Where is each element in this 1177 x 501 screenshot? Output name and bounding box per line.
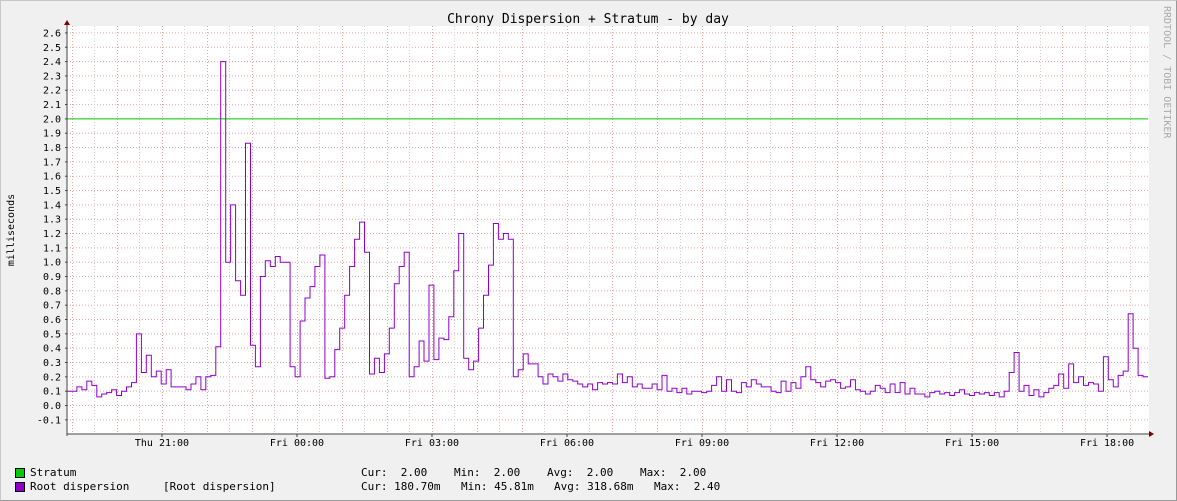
legend-max-stratum: Max: 2.00 [640,466,707,479]
legend-cur-root-dispersion: Cur: 180.70m [361,480,441,493]
legend-max-root-dispersion: Max: 2.40 [654,480,721,493]
x-tick-label: Fri 12:00 [810,438,864,449]
y-tick-label: 1.7 [43,157,61,168]
y-tick-label: 2.3 [43,71,61,82]
y-tick-label: 2.6 [43,28,61,39]
x-tick-label: Fri 18:00 [1080,438,1134,449]
legend-swatch-root-dispersion [15,482,25,492]
legend-name-stratum: Stratum [30,466,77,479]
y-tick-label: 0.7 [43,301,61,312]
series-line-root-dispersion [67,61,1148,398]
legend-cur-stratum: Cur: 2.00 [361,466,428,479]
x-tick-label: Fri 15:00 [945,438,999,449]
x-tick-label: Fri 03:00 [405,438,459,449]
axes [64,20,1154,437]
x-tick-label: Fri 00:00 [270,438,324,449]
plot-area [67,26,1149,434]
y-tick-label: 1.0 [43,258,61,269]
y-tick-label: 0.0 [43,401,61,412]
y-tick-label: 0.5 [43,329,61,340]
legend-min-stratum: Min: 2.00 [454,466,521,479]
y-tick-label: 1.3 [43,215,61,226]
y-tick-label: 2.1 [43,100,61,111]
y-tick-label: 1.8 [43,143,61,154]
y-tick-label: 2.4 [43,57,61,68]
y-tick-label: 1.2 [43,229,61,240]
legend-avg-stratum: Avg: 2.00 [547,466,614,479]
legend-avg-root-dispersion: Avg: 318.68m [554,480,634,493]
y-axis-label: milliseconds [6,194,17,266]
y-tick-label: -0.1 [37,415,61,426]
y-tick-label: 0.8 [43,286,61,297]
x-axis-arrow-icon [1149,431,1154,437]
legend-name-root-dispersion: Root dispersion [30,480,130,493]
y-tick-label: 1.5 [43,186,61,197]
y-axis-arrow-icon [64,20,70,25]
y-tick-label: 1.4 [43,200,61,211]
x-tick-label: Fri 09:00 [675,438,729,449]
x-ticks: Thu 21:00 Fri 00:00 Fri 03:00 Fri 06:00 Fri … [135,438,1134,449]
y-tick-label: 0.6 [43,315,61,326]
y-tick-label: 2.5 [43,43,61,54]
chart-title: Chrony Dispersion + Stratum - by day [447,12,729,27]
legend-extra-root-dispersion: [Root dispersion] [163,480,276,493]
y-tick-label: 2.0 [43,114,61,125]
series [67,61,1148,398]
legend-swatch-stratum [15,468,25,478]
watermark: RRDTOOL / TOBI OETIKER [1161,6,1172,139]
y-tick-label: 1.1 [43,243,61,254]
y-tick-label: 0.9 [43,272,61,283]
x-tick-label: Thu 21:00 [135,438,189,449]
y-ticks: -0.1 0.0 0.1 0.2 0.3 0.4 0.5 0.6 0.7 0.8 0.9 1.0 1.1… [37,28,61,426]
legend-min-root-dispersion: Min: 45.81m [461,480,534,493]
y-tick-label: 2.2 [43,86,61,97]
x-tick-label: Fri 06:00 [540,438,594,449]
y-tick-label: 0.4 [43,344,61,355]
y-tick-label: 1.9 [43,129,61,140]
y-tick-label: 1.6 [43,172,61,183]
y-tick-label: 0.3 [43,358,61,369]
y-tick-label: 0.1 [43,387,61,398]
y-tick-label: 0.2 [43,372,61,383]
